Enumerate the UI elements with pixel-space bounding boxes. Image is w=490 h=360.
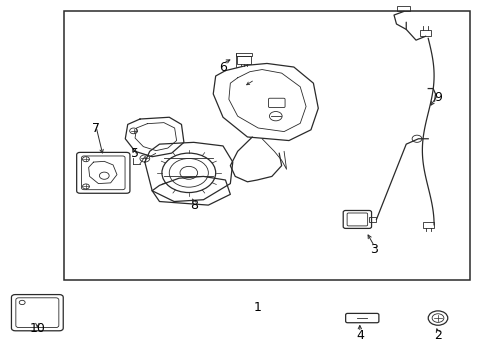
Text: 10: 10 [29, 322, 45, 335]
Text: 2: 2 [434, 329, 442, 342]
Bar [236, 53, 252, 56]
Text: 1: 1 [253, 301, 261, 314]
Bar [369, 217, 376, 222]
Text: 3: 3 [370, 243, 378, 256]
Text: 6: 6 [219, 60, 227, 73]
Text: 7: 7 [92, 122, 100, 135]
Text: 9: 9 [434, 91, 442, 104]
Bar [397, 6, 410, 12]
Text: 5: 5 [131, 147, 139, 159]
Bar [64, 12, 470, 280]
Bar [423, 222, 434, 228]
Bar [420, 30, 431, 36]
Text: 8: 8 [190, 199, 197, 212]
Text: 4: 4 [356, 329, 364, 342]
Bar [237, 56, 251, 64]
